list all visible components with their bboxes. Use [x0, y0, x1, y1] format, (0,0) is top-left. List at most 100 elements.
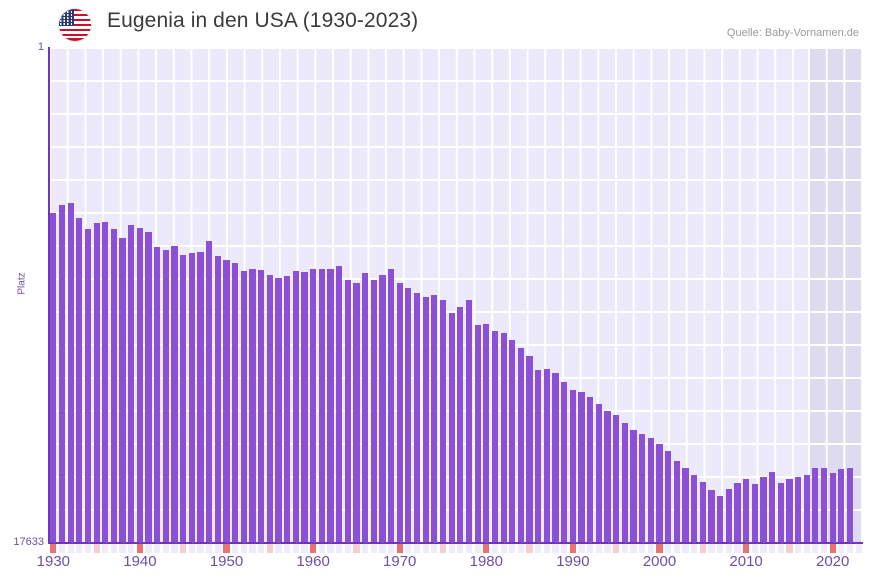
x-minor-tick-1988 [555, 536, 558, 543]
x-tick-2003 [682, 544, 689, 553]
bar-1996[interactable] [621, 422, 628, 543]
bar-1961[interactable] [318, 269, 325, 543]
bar-1968[interactable] [379, 275, 386, 543]
bar-1956[interactable] [275, 278, 282, 543]
bar-1950[interactable] [223, 260, 230, 543]
bar-1954[interactable] [258, 270, 265, 543]
bar-1973[interactable] [422, 297, 429, 543]
bar-1976[interactable] [448, 312, 455, 543]
bar-1970[interactable] [396, 283, 403, 543]
bar-1939[interactable] [128, 224, 135, 543]
bar-1990[interactable] [569, 390, 577, 543]
bar-1945[interactable] [180, 254, 187, 543]
bar-1966[interactable] [361, 272, 369, 543]
bar-1983[interactable] [509, 339, 516, 543]
bar-2012[interactable] [760, 477, 767, 543]
bar-1972[interactable] [413, 293, 421, 543]
bar-1980[interactable] [483, 324, 490, 543]
bar-1938[interactable] [119, 238, 126, 543]
bar-1947[interactable] [197, 252, 204, 543]
bar-1933[interactable] [76, 217, 83, 543]
bar-1999[interactable] [647, 438, 654, 543]
bar-1935[interactable] [93, 222, 100, 543]
bar-1936[interactable] [102, 222, 109, 543]
bar-1989[interactable] [561, 381, 568, 543]
bar-1967[interactable] [370, 279, 377, 543]
bar-1962[interactable] [327, 269, 334, 543]
bar-1986[interactable] [535, 370, 542, 543]
bar-2009[interactable] [734, 483, 741, 543]
bar-2002[interactable] [673, 460, 680, 543]
bar-1955[interactable] [266, 274, 273, 543]
bar-2010[interactable] [742, 478, 750, 543]
bar-2014[interactable] [777, 483, 784, 543]
bar-2017[interactable] [803, 474, 810, 543]
bar-2013[interactable] [768, 471, 776, 543]
bar-1942[interactable] [154, 247, 161, 543]
bar-1992[interactable] [587, 397, 594, 543]
bar-1964[interactable] [344, 280, 351, 543]
bar-1953[interactable] [249, 269, 256, 543]
bar-1978[interactable] [465, 300, 473, 543]
bar-1940[interactable] [136, 227, 144, 543]
bar-1995[interactable] [613, 415, 620, 543]
x-minor-tick-1936 [105, 536, 108, 543]
bar-1958[interactable] [292, 270, 299, 543]
bar-2021[interactable] [838, 468, 845, 543]
bar-1965[interactable] [353, 282, 360, 543]
bar-1977[interactable] [457, 307, 464, 543]
bar-1988[interactable] [552, 373, 559, 543]
bar-1987[interactable] [543, 369, 551, 543]
bar-1957[interactable] [284, 276, 291, 543]
bar-1934[interactable] [84, 228, 92, 543]
bar-2020[interactable] [829, 473, 836, 543]
bar-2007[interactable] [716, 495, 724, 543]
bar-1931[interactable] [58, 204, 66, 543]
bar-2000[interactable] [656, 443, 663, 543]
bar-1969[interactable] [387, 269, 395, 543]
bar-1979[interactable] [474, 325, 481, 543]
bar-2005[interactable] [699, 481, 706, 543]
bar-1937[interactable] [110, 228, 118, 543]
bar-1951[interactable] [232, 262, 239, 543]
bar-2006[interactable] [708, 490, 715, 543]
bar-1949[interactable] [214, 255, 221, 543]
bar-1960[interactable] [309, 268, 317, 543]
bar-1971[interactable] [405, 287, 412, 543]
bar-1975[interactable] [439, 300, 447, 543]
bar-1974[interactable] [431, 294, 438, 543]
bar-1943[interactable] [162, 250, 170, 543]
bar-1952[interactable] [240, 270, 247, 543]
x-tick-1986 [535, 544, 542, 553]
bar-2019[interactable] [820, 467, 828, 543]
bar-2003[interactable] [682, 467, 689, 543]
bar-1993[interactable] [595, 404, 602, 543]
bar-2016[interactable] [794, 477, 802, 543]
bar-1963[interactable] [335, 265, 343, 543]
bar-2004[interactable] [691, 474, 698, 543]
bar-2001[interactable] [665, 450, 672, 543]
bar-1998[interactable] [639, 433, 646, 543]
bar-1932[interactable] [67, 202, 74, 543]
bar-1948[interactable] [206, 241, 213, 543]
bar-2015[interactable] [786, 478, 793, 543]
bar-1946[interactable] [188, 253, 195, 543]
bar-2011[interactable] [751, 484, 758, 543]
bar-2008[interactable] [725, 488, 732, 543]
bar-1959[interactable] [301, 272, 308, 543]
bar-1981[interactable] [491, 331, 499, 543]
bar-1944[interactable] [171, 246, 178, 543]
bar-1930[interactable] [50, 212, 57, 543]
x-tick-1968 [379, 544, 386, 553]
bar-2022[interactable] [846, 467, 854, 543]
bar-1991[interactable] [578, 391, 585, 543]
bar-2018[interactable] [812, 467, 819, 543]
bar-1982[interactable] [500, 332, 507, 543]
bar-1994[interactable] [604, 411, 611, 543]
bar-1984[interactable] [517, 347, 525, 543]
x-tick-1972 [413, 544, 421, 553]
bar-1941[interactable] [145, 232, 152, 543]
bar-1997[interactable] [630, 429, 637, 543]
x-tick-2016 [794, 544, 802, 553]
bar-1985[interactable] [526, 356, 533, 543]
